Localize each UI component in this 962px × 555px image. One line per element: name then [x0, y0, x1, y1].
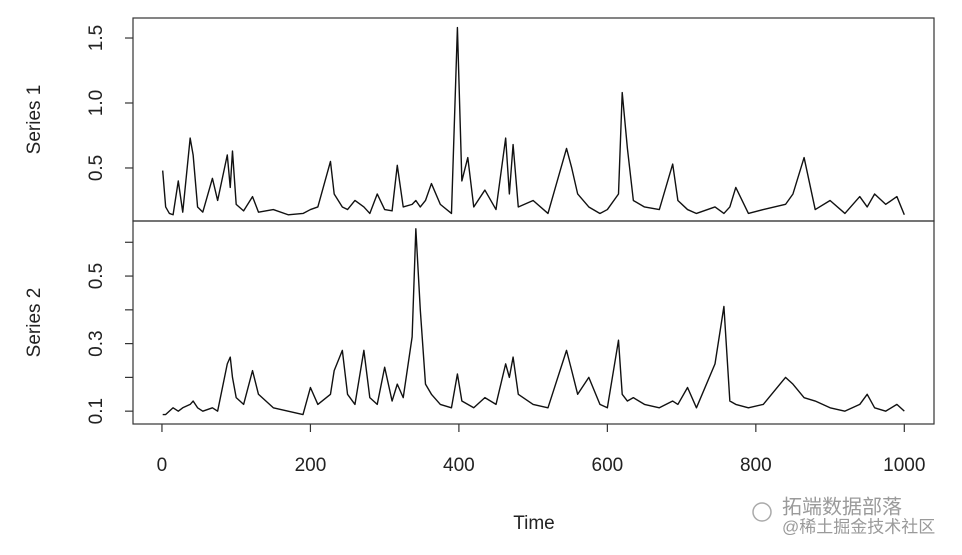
- y-tick-label: 1.5: [86, 25, 107, 51]
- panel-frame: [132, 220, 935, 425]
- x-tick-label: 600: [592, 455, 624, 476]
- series-line: [161, 26, 905, 216]
- x-tick-label: 200: [295, 455, 327, 476]
- watermark: 拓端数据部落 @稀土掘金技术社区: [752, 495, 935, 536]
- watermark-line2: @稀土掘金技术社区: [782, 517, 935, 536]
- y-tick-label: 0.3: [86, 330, 107, 356]
- x-tick-label: 800: [740, 455, 772, 476]
- x-tick-label: 0: [157, 455, 168, 476]
- y-axis-label: Series 2: [24, 288, 45, 358]
- watermark-line1: 拓端数据部落: [782, 495, 902, 518]
- y-tick-label: 0.5: [86, 263, 107, 289]
- y-axis-label: Series 1: [24, 85, 45, 155]
- watermark-icon: [752, 502, 772, 522]
- series-line: [162, 228, 905, 416]
- x-tick-label: 1000: [883, 455, 925, 476]
- y-tick-label: 0.1: [86, 398, 107, 424]
- y-tick-label: 1.0: [86, 90, 107, 116]
- x-axis-label: Time: [513, 513, 555, 534]
- y-tick-label: 0.5: [86, 155, 107, 181]
- x-tick-label: 400: [443, 455, 475, 476]
- panel-frame: [132, 17, 935, 222]
